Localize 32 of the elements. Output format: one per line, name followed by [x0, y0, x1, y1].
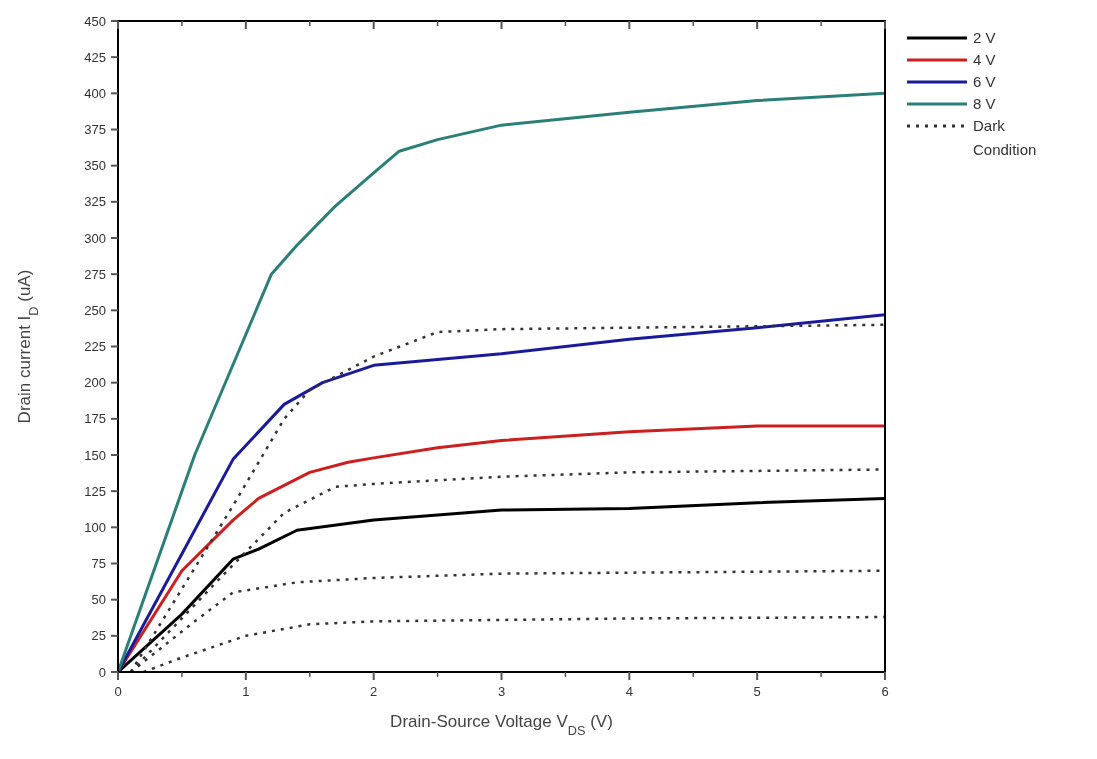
y-tick-label: 250 [84, 302, 106, 318]
y-tick-label: 200 [84, 375, 106, 391]
legend-label: 4 V [973, 51, 996, 69]
x-tick-label: 5 [753, 684, 761, 699]
x-tick-label: 6 [881, 684, 889, 699]
legend-label: Dark Condition [973, 117, 1037, 159]
y-tick-label: 425 [84, 49, 106, 65]
y-tick-label: 100 [84, 519, 106, 535]
legend-label: 2 V [973, 29, 996, 47]
legend-label: 6 V [973, 73, 996, 91]
y-tick-label: 25 [91, 628, 106, 644]
x-tick-label: 2 [370, 684, 378, 699]
y-tick-label: 275 [84, 266, 106, 282]
x-axis-title: Drain-Source Voltage V$_{DS}$ (V) [390, 712, 613, 738]
x-tick-label: 0 [114, 684, 122, 699]
y-tick-label: 175 [84, 411, 106, 427]
x-tick-label: 3 [497, 684, 506, 699]
y-tick-label: 0 [98, 664, 106, 680]
y-tick-label: 50 [91, 592, 106, 608]
y-tick-label: 150 [84, 447, 106, 463]
y-tick-label: 300 [84, 230, 106, 246]
y-tick-label: 350 [84, 158, 106, 174]
y-tick-label: 450 [84, 13, 106, 29]
y-tick-label: 325 [84, 194, 106, 210]
x-tick-label: 1 [242, 684, 250, 699]
y-tick-label: 125 [84, 483, 106, 499]
y-tick-label: 225 [84, 339, 106, 355]
y-tick-label: 375 [84, 122, 106, 138]
legend-label: 8 V [973, 95, 996, 113]
x-tick-label: 4 [625, 684, 633, 699]
y-tick-label: 75 [91, 556, 106, 572]
y-tick-label: 400 [84, 85, 106, 101]
